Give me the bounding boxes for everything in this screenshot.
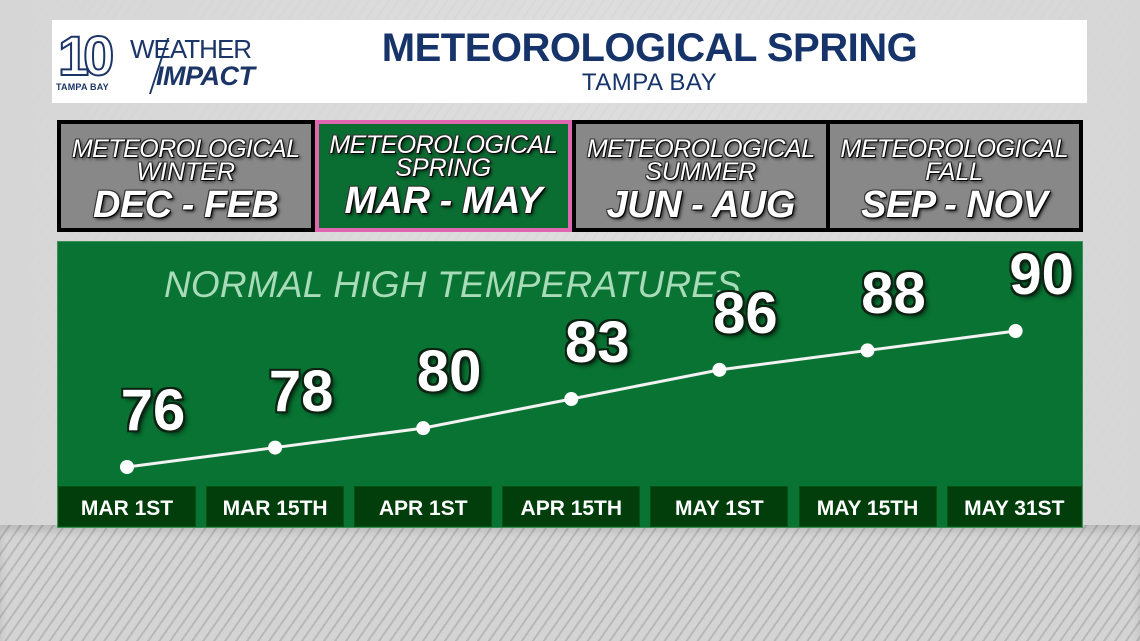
season-name: WINTER <box>136 158 236 186</box>
season-months: SEP - NOV <box>861 184 1048 226</box>
logo-ten-icon: 10 <box>57 24 115 87</box>
season-label: METEOROLOGICAL <box>329 131 558 159</box>
logo-station-name: TAMPA BAY <box>56 82 109 92</box>
season-label: METEOROLOGICAL <box>586 135 815 163</box>
season-name: FALL <box>925 158 984 186</box>
season-label: METEOROLOGICAL <box>71 135 300 163</box>
date-label: APR 1ST <box>354 486 493 527</box>
date-label: MAR 1ST <box>58 486 196 527</box>
data-point-marker <box>120 460 134 474</box>
data-point-marker <box>268 440 283 455</box>
season-name: SPRING <box>395 154 492 182</box>
data-point-marker <box>860 343 875 358</box>
temperature-value: 80 <box>416 339 482 405</box>
page-subtitle: TAMPA BAY <box>581 69 718 96</box>
data-point-marker <box>1008 324 1023 338</box>
temperature-value: 86 <box>713 280 778 346</box>
season-summer: METEOROLOGICAL SUMMER JUN - AUG <box>576 124 826 228</box>
date-axis: MAR 1ST MAR 15TH APR 1ST APR 15TH MAY 1ST MAY… <box>58 486 1082 529</box>
date-label: MAY 31ST <box>946 486 1082 527</box>
season-spring-active: METEOROLOGICAL SPRING MAR - MAY <box>314 120 572 232</box>
season-fall: METEOROLOGICAL FALL SEP - NOV <box>829 124 1079 228</box>
page-title: METEOROLOGICAL SPRING <box>381 26 918 70</box>
season-months: DEC - FEB <box>93 184 279 226</box>
logo-impact-text: IMPACT <box>156 61 255 91</box>
season-name: SUMMER <box>645 158 757 186</box>
date-label: MAY 1ST <box>650 486 789 527</box>
data-point-marker <box>712 362 727 377</box>
temperature-value: 78 <box>268 358 334 424</box>
season-label: METEOROLOGICAL <box>840 135 1069 163</box>
date-label: MAR 15TH <box>206 486 345 527</box>
chart-title: NORMAL HIGH TEMPERATURES <box>164 264 741 305</box>
temperature-value: 83 <box>565 310 630 375</box>
temperature-chart: NORMAL HIGH TEMPERATURES 76 78 80 83 86 88 90 … <box>57 241 1083 528</box>
temperature-value: 88 <box>861 261 926 327</box>
season-winter: METEOROLOGICAL WINTER DEC - FEB <box>61 124 311 228</box>
line-plot <box>120 324 1023 474</box>
background-bottom-stripes <box>0 525 1140 641</box>
season-strip: METEOROLOGICAL WINTER DEC - FEB METEOROL… <box>57 120 1083 232</box>
logo-weather-text: WEATHER <box>130 34 252 64</box>
station-logo: 10 TAMPA BAY WEATHER IMPACT <box>56 24 286 96</box>
temperature-value: 90 <box>1009 242 1074 307</box>
date-label: APR 15TH <box>502 486 641 527</box>
season-months: MAR - MAY <box>344 180 543 222</box>
data-point-marker <box>416 421 431 436</box>
data-point-marker <box>564 392 579 406</box>
temperature-value: 76 <box>120 378 186 443</box>
header-bar: 10 TAMPA BAY WEATHER IMPACT METEOROLOGIC… <box>52 20 1087 103</box>
season-months: JUN - AUG <box>606 184 796 226</box>
date-label: MAY 15TH <box>798 486 937 527</box>
